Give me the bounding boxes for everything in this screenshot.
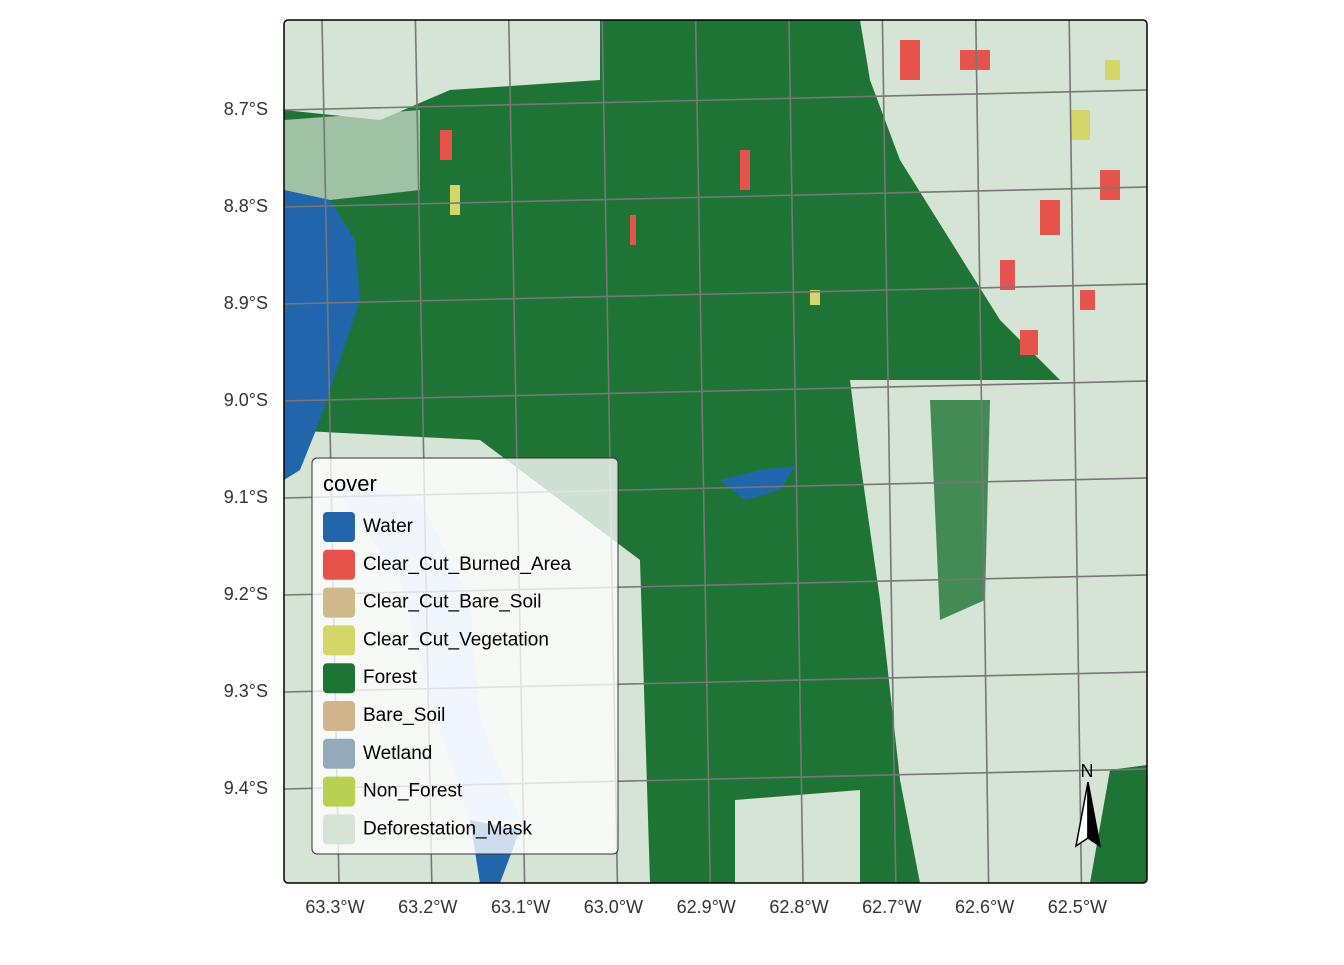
graticule	[283, 19, 1148, 884]
legend-swatch	[323, 587, 355, 618]
legend-label: Forest	[363, 667, 418, 688]
legend-items: Water Clear_Cut_Burned_Area Clear_Cut_Bare…	[323, 512, 572, 845]
x-label: 62.9°W	[677, 897, 736, 917]
y-label: 8.7°S	[224, 99, 268, 119]
legend-label: Deforestation_Mask	[363, 818, 532, 839]
legend-title: cover	[323, 471, 377, 496]
north-arrow: N	[1074, 761, 1102, 848]
meridian	[1068, 19, 1083, 884]
meridian	[694, 19, 711, 884]
legend-label: Non_Forest	[363, 781, 463, 802]
parallel	[283, 283, 1148, 305]
legend: cover Water Clear_Cut_Burned_Area Clear_Cu…	[311, 457, 619, 855]
x-label: 63.1°W	[491, 897, 550, 917]
legend-swatch	[323, 663, 355, 694]
parallel	[283, 89, 1148, 111]
legend-swatch	[323, 625, 355, 656]
meridian	[881, 19, 897, 884]
x-label: 63.3°W	[305, 897, 364, 917]
y-label: 9.3°S	[224, 681, 268, 701]
axis-labels: 63.3°W 63.2°W 63.1°W 63.0°W 62.9°W 62.8°W 62.7…	[224, 99, 1107, 917]
legend-swatch	[323, 814, 355, 845]
legend-label: Bare_Soil	[363, 705, 445, 726]
x-label: 62.5°W	[1048, 897, 1107, 917]
legend-swatch	[323, 549, 355, 580]
x-label: 63.0°W	[584, 897, 643, 917]
legend-label: Wetland	[363, 743, 432, 764]
parallel	[283, 380, 1148, 402]
y-label: 9.1°S	[224, 487, 268, 507]
y-label: 9.2°S	[224, 584, 268, 604]
panel-border	[283, 19, 1148, 884]
meridian	[788, 19, 804, 884]
parallel	[283, 186, 1148, 208]
legend-label: Clear_Cut_Vegetation	[363, 629, 549, 650]
meridian	[975, 19, 990, 884]
legend-swatch	[323, 701, 355, 731]
y-label: 8.8°S	[224, 196, 268, 216]
y-label: 8.9°S	[224, 293, 268, 313]
legend-label: Water	[363, 516, 414, 537]
y-label: 9.0°S	[224, 390, 268, 410]
x-label: 62.8°W	[769, 897, 828, 917]
x-label: 63.2°W	[398, 897, 457, 917]
legend-label: Clear_Cut_Burned_Area	[363, 554, 572, 575]
y-label: 9.4°S	[224, 778, 268, 798]
x-label: 62.7°W	[862, 897, 921, 917]
legend-swatch	[323, 776, 355, 807]
legend-label: Clear_Cut_Bare_Soil	[363, 592, 542, 613]
north-label: N	[1081, 761, 1094, 781]
legend-swatch	[323, 738, 355, 769]
legend-box	[311, 457, 619, 855]
north-arrow-right	[1087, 781, 1102, 848]
legend-swatch	[323, 512, 355, 542]
x-label: 62.6°W	[955, 897, 1014, 917]
